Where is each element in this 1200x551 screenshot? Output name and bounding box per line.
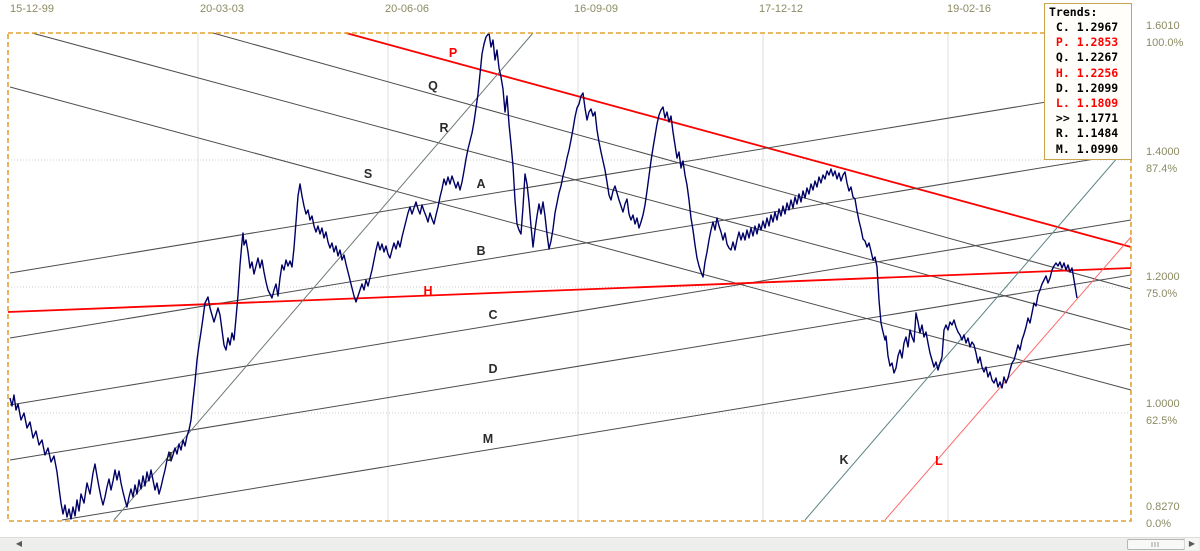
legend-row-M: M. 1.0990	[1049, 141, 1119, 156]
trendline-label-Q: Q	[428, 79, 438, 93]
percent-tick-label: 87.4%	[1146, 163, 1178, 175]
price-tick-label: 1.6010	[1146, 20, 1180, 32]
chart-border	[7, 32, 1132, 522]
trendline-P[interactable]	[345, 32, 1132, 248]
trendline-D[interactable]	[9, 274, 1132, 461]
trendline-S[interactable]	[9, 86, 1132, 391]
date-tick-label: 20-06-06	[385, 3, 430, 15]
trendline-label-B: B	[476, 244, 485, 258]
percent-tick-label: 0.0%	[1146, 518, 1172, 530]
percent-tick-label: 75.0%	[1146, 288, 1178, 300]
legend-row-L: L. 1.1809	[1049, 96, 1119, 111]
trendline-label-K: K	[839, 453, 848, 467]
legend-row->>: >> 1.1771	[1049, 111, 1119, 126]
legend-rows: C. 1.2967 P. 1.2853 Q. 1.2267 H. 1.2256 …	[1049, 20, 1129, 157]
legend-row-Q: Q. 1.2267	[1049, 50, 1119, 65]
date-tick-label: 20-03-03	[200, 3, 245, 15]
trendline-label-D: D	[488, 362, 497, 376]
date-tick-label: 19-02-16	[947, 3, 992, 15]
trendline-label-S: S	[364, 167, 372, 181]
trendline-C[interactable]	[9, 219, 1132, 406]
trendline-A[interactable]	[9, 87, 1132, 274]
scrollbar-grip-icon	[1151, 542, 1161, 547]
legend-row-H: H. 1.2256	[1049, 65, 1119, 80]
price-series	[9, 32, 1078, 520]
price-tick-label: 1.2000	[1146, 271, 1180, 283]
price-tick-label: 1.0000	[1146, 398, 1180, 410]
trendline-label-P: P	[449, 46, 457, 60]
legend-row-R: R. 1.1484	[1049, 126, 1119, 141]
price-tick-label: 1.4000	[1146, 146, 1180, 158]
legend-title: Trends:	[1049, 5, 1098, 19]
trendline-Q[interactable]	[212, 32, 1132, 290]
legend-row-D: D. 1.2099	[1049, 80, 1119, 95]
trendline-M[interactable]	[61, 343, 1132, 521]
trendline-label-L: L	[935, 454, 943, 468]
trendline-R[interactable]	[31, 32, 1132, 331]
scroll-right-arrow-icon[interactable]: ▶	[1184, 538, 1199, 550]
trendline-H[interactable]	[7, 267, 1132, 313]
trendline-label-M: M	[483, 432, 493, 446]
scrollbar-thumb[interactable]	[1127, 539, 1185, 550]
percent-tick-label: 100.0%	[1146, 37, 1184, 49]
date-tick-label: 17-12-12	[759, 3, 804, 15]
legend-row-P: P. 1.2853	[1049, 35, 1119, 50]
date-tick-label: 15-12-99	[10, 3, 55, 15]
price-tick-label: 0.8270	[1146, 501, 1180, 513]
trendline-label-A: A	[476, 177, 485, 191]
trendline-label-J: J	[166, 450, 173, 464]
trendline-K[interactable]	[804, 141, 1132, 521]
percent-tick-label: 62.5%	[1146, 415, 1178, 427]
legend-row-C: C. 1.2967	[1049, 20, 1119, 34]
horizontal-scrollbar[interactable]: ◀ ▶	[0, 537, 1200, 551]
trends-legend: Trends: C. 1.2967 P. 1.2853 Q. 1.2267 H.…	[1044, 3, 1132, 160]
trendline-B[interactable]	[9, 152, 1132, 339]
trendline-label-R: R	[439, 121, 448, 135]
trendline-J[interactable]	[113, 32, 534, 521]
scroll-left-arrow-icon[interactable]: ◀	[15, 539, 23, 548]
date-tick-label: 16-09-09	[574, 3, 619, 15]
trendline-label-C: C	[488, 308, 497, 322]
trendline-label-H: H	[423, 284, 432, 298]
